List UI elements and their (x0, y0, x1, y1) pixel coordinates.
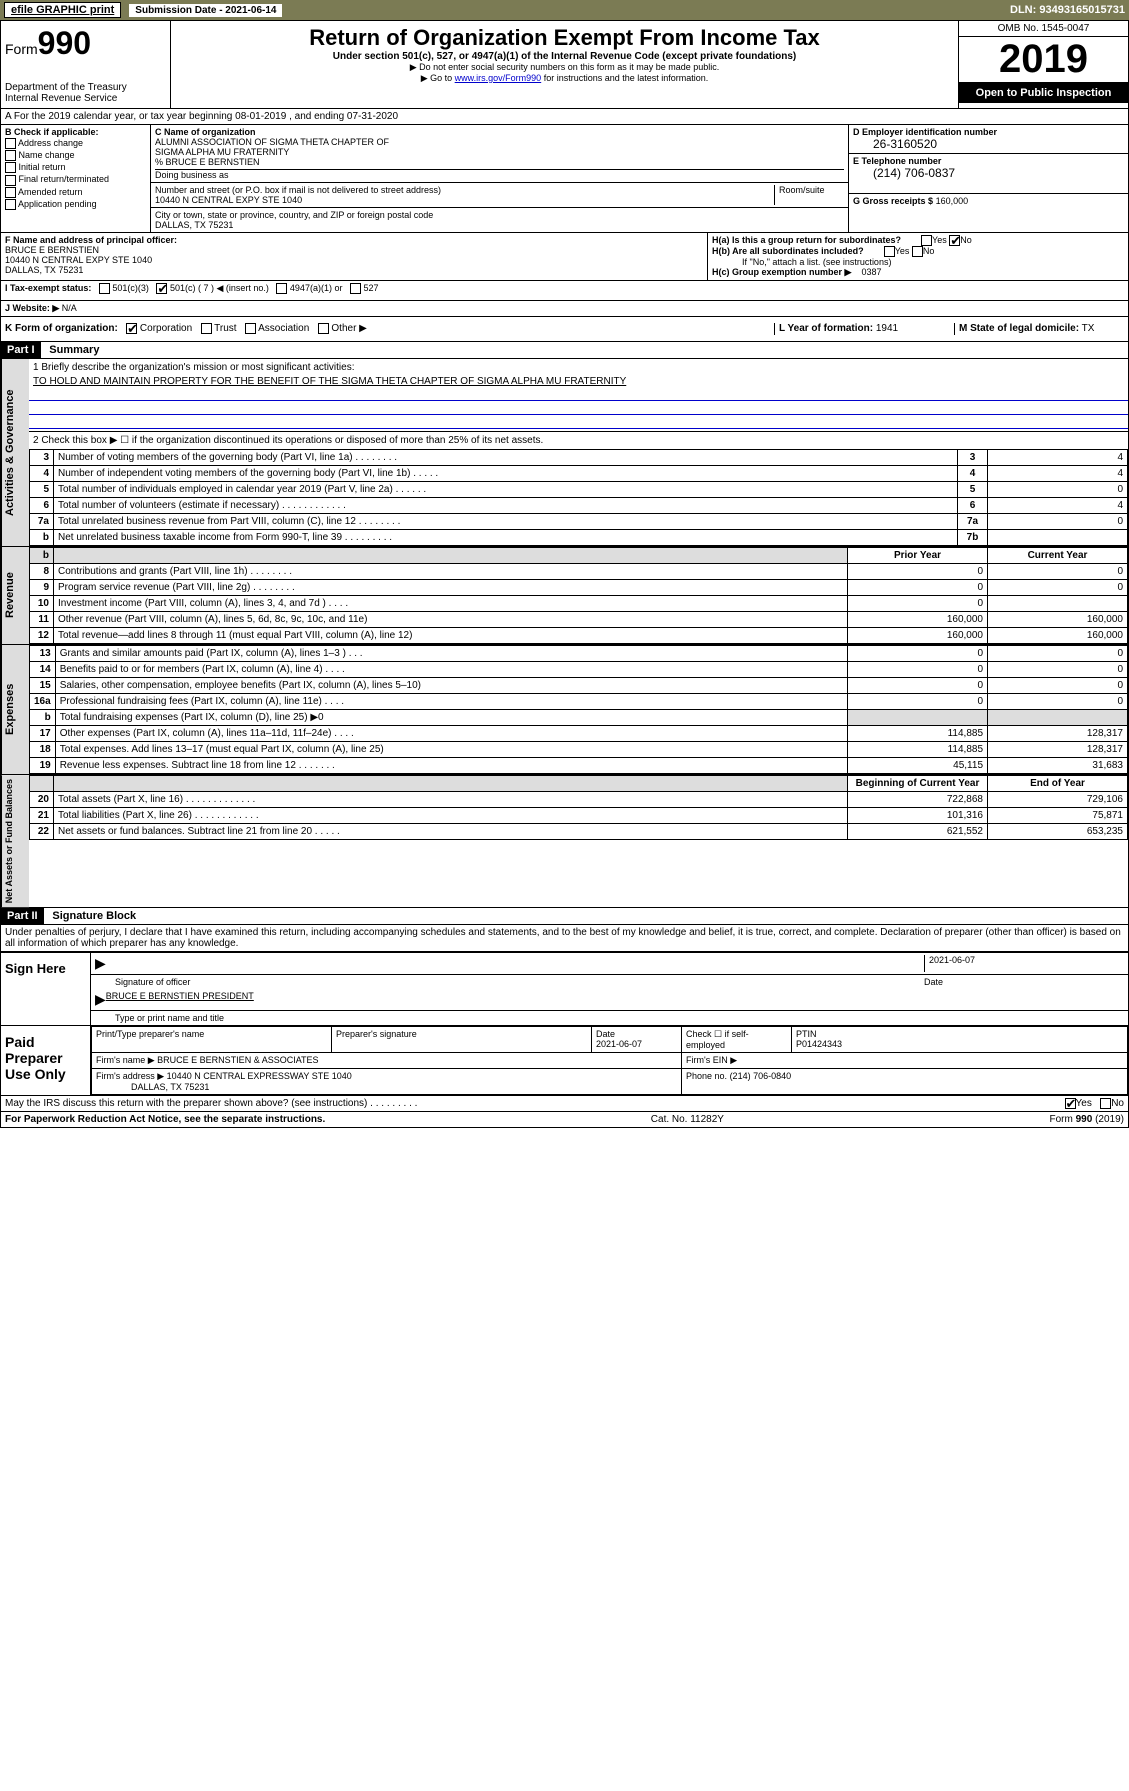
part1-header: Part I (1, 342, 41, 358)
table-activities: 3Number of voting members of the governi… (29, 449, 1128, 546)
hb-no[interactable] (912, 246, 923, 257)
part1-title: Summary (43, 342, 105, 358)
i-501c3[interactable] (99, 283, 110, 294)
k-other[interactable] (318, 323, 329, 334)
sign-here-label: Sign Here (1, 953, 91, 1025)
checkbox-initial-return[interactable] (5, 162, 16, 173)
box-f: F Name and address of principal officer:… (1, 233, 708, 280)
irs-link[interactable]: www.irs.gov/Form990 (455, 73, 542, 83)
checkbox-address-change[interactable] (5, 138, 16, 149)
table-expenses: 13Grants and similar amounts paid (Part … (29, 645, 1128, 774)
dept-treasury: Department of the TreasuryInternal Reven… (5, 82, 166, 104)
i-527[interactable] (350, 283, 361, 294)
discuss-no[interactable] (1100, 1098, 1111, 1109)
form-990: Form990 Department of the TreasuryIntern… (0, 20, 1129, 1128)
box-k: K Form of organization: Corporation Trus… (5, 323, 774, 334)
form-subtitle: Under section 501(c), 527, or 4947(a)(1)… (175, 51, 954, 62)
ha-yes[interactable] (921, 235, 932, 246)
discuss-yes[interactable] (1065, 1098, 1076, 1109)
line-a: A For the 2019 calendar year, or tax yea… (1, 109, 1128, 125)
part2-header: Part II (1, 908, 44, 924)
box-b: B Check if applicable: Address change Na… (1, 125, 151, 232)
part2-title: Signature Block (46, 908, 142, 924)
discuss-line: May the IRS discuss this return with the… (1, 1095, 1128, 1111)
table-net: Beginning of Current YearEnd of Year 20T… (29, 775, 1128, 840)
k-corp[interactable] (126, 323, 137, 334)
efile-link[interactable]: efile GRAPHIC print (4, 2, 121, 18)
dln: DLN: 93493165015731 (1010, 4, 1125, 16)
line2: 2 Check this box ▶ ☐ if the organization… (29, 431, 1128, 449)
tax-year: 2019 (959, 37, 1128, 83)
omb-number: OMB No. 1545-0047 (959, 21, 1128, 37)
side-revenue: Revenue (1, 547, 29, 644)
table-revenue: bPrior YearCurrent Year 8Contributions a… (29, 547, 1128, 644)
side-net: Net Assets or Fund Balances (1, 775, 29, 907)
checkbox-amended[interactable] (5, 187, 16, 198)
box-l: L Year of formation: 1941 (774, 323, 954, 334)
ha-no[interactable] (949, 235, 960, 246)
k-assoc[interactable] (245, 323, 256, 334)
box-i: I Tax-exempt status: 501(c)(3) 501(c) ( … (5, 283, 1124, 298)
hb-yes[interactable] (884, 246, 895, 257)
paid-preparer-table: Print/Type preparer's name Preparer's si… (91, 1026, 1128, 1095)
box-d-e-g: D Employer identification number 26-3160… (848, 125, 1128, 232)
form-number: Form990 (5, 25, 166, 62)
side-expenses: Expenses (1, 645, 29, 774)
side-activities: Activities & Governance (1, 359, 29, 546)
note-ssn: ▶ Do not enter social security numbers o… (175, 62, 954, 73)
footer: For Paperwork Reduction Act Notice, see … (1, 1111, 1128, 1127)
top-bar: efile GRAPHIC print Submission Date - 20… (0, 0, 1129, 20)
mission-text: TO HOLD AND MAINTAIN PROPERTY FOR THE BE… (29, 376, 1128, 387)
submission-date: Submission Date - 2021-06-14 (129, 4, 282, 17)
i-4947[interactable] (276, 283, 287, 294)
paid-preparer-label: Paid Preparer Use Only (1, 1026, 91, 1095)
checkbox-app-pending[interactable] (5, 199, 16, 210)
checkbox-name-change[interactable] (5, 150, 16, 161)
box-m: M State of legal domicile: TX (954, 323, 1124, 334)
open-public-badge: Open to Public Inspection (959, 83, 1128, 103)
k-trust[interactable] (201, 323, 212, 334)
checkbox-final-return[interactable] (5, 175, 16, 186)
line1-label: 1 Briefly describe the organization's mi… (29, 359, 1128, 376)
declaration: Under penalties of perjury, I declare th… (1, 925, 1128, 951)
box-c: C Name of organization ALUMNI ASSOCIATIO… (151, 125, 848, 232)
box-j: J Website: ▶ N/A (5, 303, 1124, 314)
box-h: H(a) Is this a group return for subordin… (708, 233, 1128, 280)
form-title: Return of Organization Exempt From Incom… (175, 25, 954, 51)
note-goto: ▶ Go to www.irs.gov/Form990 for instruct… (175, 73, 954, 84)
i-501c[interactable] (156, 283, 167, 294)
